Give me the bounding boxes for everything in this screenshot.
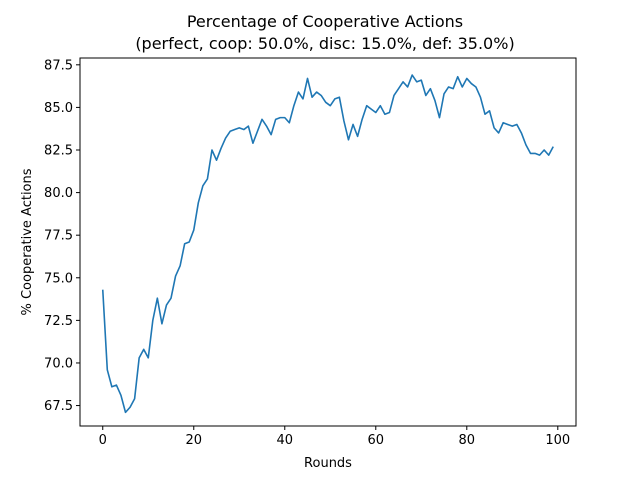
y-tick-label: 87.5 <box>44 58 73 73</box>
axis-ticks: 0 20 40 60 80 100 67.5 70.0 72.5 75.0 77.5 80.0 82.5… <box>44 58 570 448</box>
series-layer <box>101 74 554 414</box>
x-tick-label: 0 <box>99 433 107 448</box>
x-tick-label: 20 <box>185 433 202 448</box>
y-tick-label: 75.0 <box>44 271 73 286</box>
y-tick-label: 82.5 <box>44 144 73 159</box>
y-tick-label: 77.5 <box>44 229 73 244</box>
x-tick-label: 80 <box>459 433 476 448</box>
x-tick-label: 60 <box>368 433 385 448</box>
x-tick-label: 100 <box>545 433 570 448</box>
chart-subtitle: (perfect, coop: 50.0%, disc: 15.0%, def:… <box>135 34 514 53</box>
y-tick-label: 72.5 <box>44 314 73 329</box>
y-tick-label: 85.0 <box>44 101 73 116</box>
x-axis-label: Rounds <box>304 456 352 471</box>
y-tick-label: 70.0 <box>44 356 73 371</box>
plot-frame <box>79 57 577 427</box>
y-axis-label: % Cooperative Actions <box>20 168 35 315</box>
y-tick-label: 80.0 <box>44 186 73 201</box>
x-tick-label: 40 <box>276 433 293 448</box>
series-line <box>101 74 554 414</box>
y-tick-label: 67.5 <box>44 399 73 414</box>
chart-title: Percentage of Cooperative Actions <box>187 12 463 31</box>
